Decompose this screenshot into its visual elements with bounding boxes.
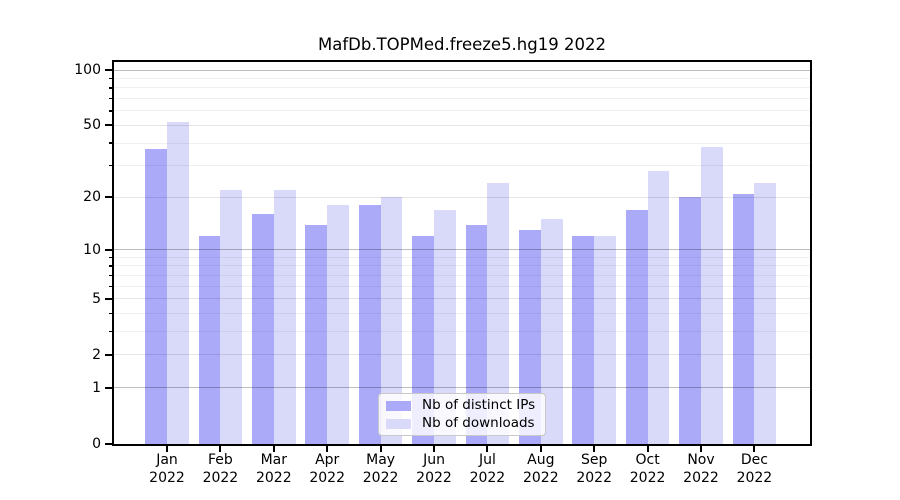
y-tick-1	[105, 386, 112, 389]
y-tick-label-1: 1	[92, 379, 101, 396]
x-tick-jul	[486, 446, 489, 452]
x-tick-oct	[646, 446, 649, 452]
x-tick-label-jul: Jul 2022	[455, 452, 519, 487]
y-tick-10	[105, 248, 112, 251]
x-tick-year-apr: 2022	[309, 469, 345, 486]
x-tick-year-feb: 2022	[202, 469, 239, 486]
legend-label-downloads: Nb of downloads	[422, 415, 535, 431]
x-tick-label-feb: Feb 2022	[188, 452, 252, 487]
x-tick-label-jun: Jun 2022	[402, 452, 466, 487]
x-tick-apr	[326, 446, 329, 452]
x-tick-year-aug: 2022	[522, 469, 559, 486]
x-tick-label-aug: Aug 2022	[509, 452, 573, 487]
x-tick-aug	[539, 446, 542, 452]
x-tick-label-oct: Oct 2022	[616, 452, 680, 487]
x-tick-label-sep: Sep 2022	[562, 452, 626, 487]
x-tick-label-nov: Nov 2022	[669, 452, 733, 487]
x-tick-label-jan: Jan 2022	[135, 452, 199, 487]
x-tick-year-jun: 2022	[416, 469, 452, 486]
x-tick-year-sep: 2022	[576, 469, 612, 486]
legend-swatch-distinct-ips	[386, 400, 411, 411]
legend-swatch-downloads	[386, 418, 411, 429]
x-tick-year-mar: 2022	[255, 469, 292, 486]
y-tick-0	[105, 443, 112, 445]
x-tick-year-dec: 2022	[736, 469, 773, 486]
x-tick-year-nov: 2022	[683, 469, 719, 486]
x-tick-jan	[166, 446, 168, 452]
chart-title: MafDb.TOPMed.freeze5.hg19 2022	[318, 35, 606, 54]
y-tick-5	[105, 297, 112, 300]
legend-item-downloads: Nb of downloads	[386, 416, 545, 431]
y-tick-2	[105, 353, 112, 356]
y-tick-label-2: 2	[92, 346, 101, 363]
x-tick-label-may: May 2022	[349, 452, 413, 487]
y-tick-label-5: 5	[92, 290, 101, 307]
y-tick-label-0: 0	[92, 436, 101, 452]
x-tick-nov	[700, 446, 702, 452]
y-tick-50	[105, 124, 112, 127]
y-tick-label-50: 50	[83, 117, 101, 134]
x-tick-dec	[753, 446, 756, 452]
plot-border	[112, 60, 812, 446]
x-tick-feb	[219, 446, 222, 452]
y-tick-20	[105, 196, 112, 199]
x-tick-mar	[272, 446, 275, 452]
y-tick-100	[105, 69, 112, 71]
x-tick-jun	[433, 446, 435, 452]
x-tick-year-oct: 2022	[629, 469, 666, 486]
legend: Nb of distinct IPs Nb of downloads	[378, 393, 546, 436]
y-tick-label-10: 10	[83, 241, 101, 258]
legend-item-distinct-ips: Nb of distinct IPs	[386, 398, 545, 413]
x-tick-year-jul: 2022	[469, 469, 506, 486]
x-tick-sep	[593, 446, 596, 452]
y-tick-label-100: 100	[74, 62, 101, 78]
y-tick-label-20: 20	[83, 189, 101, 206]
x-tick-year-may: 2022	[362, 469, 399, 486]
x-tick-year-jan: 2022	[149, 469, 185, 486]
x-tick-may	[379, 446, 382, 452]
legend-label-distinct-ips: Nb of distinct IPs	[422, 397, 536, 413]
x-tick-label-apr: Apr 2022	[295, 452, 359, 487]
x-tick-label-dec: Dec 2022	[722, 452, 786, 487]
x-tick-label-mar: Mar 2022	[242, 452, 306, 487]
